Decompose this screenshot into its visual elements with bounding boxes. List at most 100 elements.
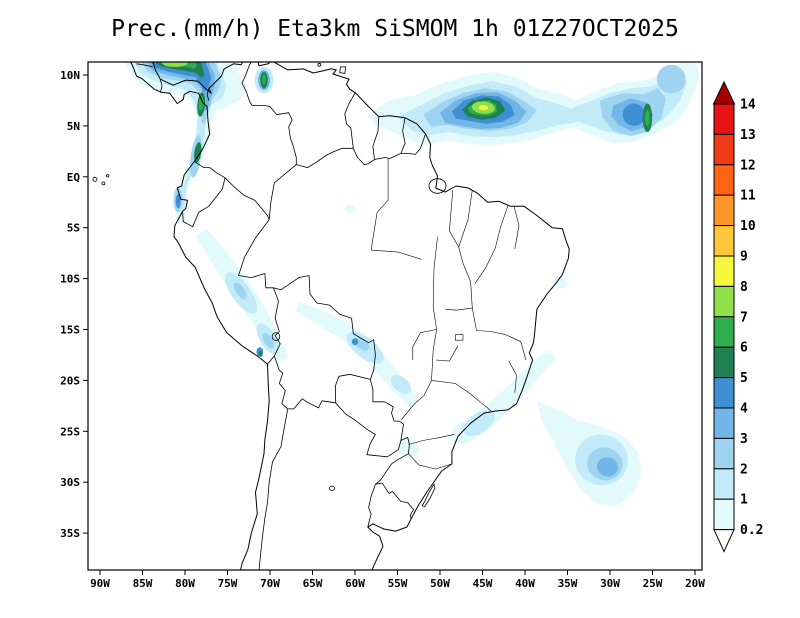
state-border [431,380,492,412]
lat-tick-label: 10N [60,69,80,82]
lon-tick-label: 20W [685,577,705,590]
precip-region [198,96,204,111]
state-border [445,307,473,311]
lat-tick-label: 5S [67,222,80,235]
colorbar-over-arrow [712,80,736,105]
map-canvas: 90W 85W 80W 75W 70W 65W 60W 55W 50W 45W 40W 35W 30W 2… [60,61,705,590]
country-border [352,133,426,165]
country-border [194,161,226,179]
island-outline [421,483,436,508]
lon-tick-label: 25W [643,577,663,590]
country-border [367,484,376,528]
precip-region [463,410,495,437]
lon-tick-label: 60W [345,577,365,590]
country-border [296,147,354,168]
precip-region [351,338,359,346]
precip-region [622,103,645,126]
country-border [335,373,371,403]
lat-tick-label: 10S [60,273,80,286]
colorbar-band [713,468,735,500]
precip-region [125,62,246,224]
island-outline [329,485,335,491]
state-border [435,345,459,362]
lon-tick-label: 75W [218,577,238,590]
precip-region [644,109,650,126]
country-border [267,355,275,365]
colorbar-band [713,498,735,531]
country-border [268,164,297,220]
colorbar-band [713,437,735,470]
colorbar-label: 14 [740,98,756,113]
country-border [273,355,289,410]
colorbar-band [713,194,735,227]
lon-tick-label: 35W [558,577,578,590]
colorbar-band [713,103,735,135]
country-border [273,275,376,380]
state-border [370,158,389,251]
map-frame [87,61,703,571]
country-border [369,379,404,441]
state-border [371,249,422,260]
precip-region [262,332,275,349]
colorbar-label: 4 [740,402,748,417]
lon-tick-label: 50W [430,577,450,590]
colorbar-label: 11 [740,189,756,204]
country-border [206,88,210,101]
lat-tick-label: 20S [60,374,80,387]
lat-tick-label: 35S [60,527,80,540]
lon-tick-label: 40W [515,577,535,590]
country-border [159,79,163,93]
country-border [273,287,281,357]
state-border [458,246,477,331]
coastline-border-layer [92,62,570,570]
island-outline [92,176,98,182]
colorbar-label: 3 [740,432,748,447]
state-border [408,434,455,445]
colorbar-label: 9 [740,250,748,265]
axes-layer: 90W 85W 80W 75W 70W 65W 60W 55W 50W 45W 40W 35W 30W 2… [60,69,705,590]
island-outline [339,66,347,74]
colorbar-label: 8 [740,280,748,295]
precip-region [344,205,356,214]
precip-shading-layer [125,62,701,507]
state-border [400,380,432,421]
colorbar-label: 1 [740,493,748,508]
lon-tick-label: 85W [133,577,153,590]
state-border [458,189,473,248]
country-border [344,93,356,149]
colorbar-label: 7 [740,310,748,325]
lon-tick-label: 90W [90,577,110,590]
precip-region [175,194,181,209]
precip-region [478,105,489,111]
country-border [136,63,153,68]
colorbar-label: 13 [740,128,756,143]
country-border [372,116,380,160]
state-border [513,206,520,250]
country-border [375,437,410,485]
lat-tick-label: 30S [60,476,80,489]
state-border [408,453,452,470]
colorbar-band [713,133,735,166]
colorbar-label: 0.2 [740,523,763,538]
state-border [476,330,527,361]
colorbar-label: 2 [740,462,748,477]
colorbar-label: 12 [740,158,756,173]
island-outline [271,332,281,341]
lon-tick-label: 65W [303,577,323,590]
precip-region [262,74,266,85]
state-border [474,205,509,284]
colorbar-band [713,346,735,379]
colorbar: 14 13 12 11 10 9 8 7 6 5 4 3 2 1 0.2 [712,80,763,553]
lon-tick-label: 80W [175,577,195,590]
lon-tick-label: 70W [260,577,280,590]
colorbar-band [713,407,735,439]
country-border [335,402,402,458]
precip-region [296,302,420,408]
country-border [224,177,270,220]
lon-tick-label: 30W [600,577,620,590]
precip-region [233,282,247,300]
colorbar-band [713,285,735,318]
state-border [412,329,437,360]
lat-tick-label: EQ [67,171,81,184]
